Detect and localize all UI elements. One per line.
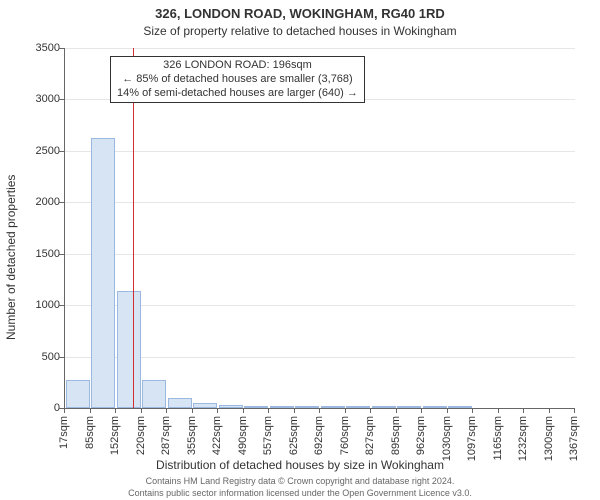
histogram-bar — [219, 405, 243, 408]
y-tick-label: 2500 — [10, 145, 60, 157]
y-tick-mark — [59, 151, 64, 152]
x-tick-mark — [192, 408, 193, 413]
y-tick-label: 0 — [10, 402, 60, 414]
histogram-bar — [372, 406, 396, 408]
x-axis-label: Distribution of detached houses by size … — [0, 458, 600, 472]
grid-line — [65, 357, 575, 358]
histogram-bar — [295, 406, 319, 408]
caption-copyright: Contains HM Land Registry data © Crown c… — [0, 476, 600, 486]
histogram-bar — [448, 406, 472, 408]
histogram-bar — [397, 406, 421, 408]
histogram-bar — [346, 406, 370, 408]
y-tick-mark — [59, 305, 64, 306]
y-tick-mark — [59, 357, 64, 358]
x-tick-label: 152sqm — [109, 416, 121, 455]
x-tick-label: 625sqm — [288, 416, 300, 455]
page-title-line2: Size of property relative to detached ho… — [0, 24, 600, 38]
caption-licence: Contains public sector information licen… — [0, 488, 600, 498]
grid-line — [65, 151, 575, 152]
histogram-bar — [423, 406, 447, 408]
x-tick-label: 1165sqm — [492, 416, 504, 460]
x-tick-mark — [498, 408, 499, 413]
histogram-bar — [66, 380, 90, 408]
x-tick-mark — [472, 408, 473, 413]
y-tick-label: 3500 — [10, 42, 60, 54]
x-tick-mark — [523, 408, 524, 413]
x-tick-mark — [549, 408, 550, 413]
grid-line — [65, 48, 575, 49]
histogram-bar — [168, 398, 192, 408]
y-tick-label: 1000 — [10, 299, 60, 311]
x-tick-label: 355sqm — [186, 416, 198, 455]
x-tick-mark — [243, 408, 244, 413]
x-tick-label: 220sqm — [135, 416, 147, 455]
y-tick-label: 3000 — [10, 93, 60, 105]
x-tick-label: 692sqm — [313, 416, 325, 455]
histogram-bar — [142, 380, 166, 408]
x-tick-mark — [345, 408, 346, 413]
histogram-bar — [270, 406, 294, 408]
x-tick-label: 1300sqm — [543, 416, 555, 461]
property-info-box: 326 LONDON ROAD: 196sqm ← 85% of detache… — [110, 56, 365, 103]
y-tick-mark — [59, 99, 64, 100]
y-tick-label: 2000 — [10, 196, 60, 208]
x-tick-mark — [421, 408, 422, 413]
x-tick-label: 1367sqm — [568, 416, 580, 461]
x-tick-label: 85sqm — [84, 416, 96, 449]
x-tick-mark — [64, 408, 65, 413]
y-tick-label: 1500 — [10, 248, 60, 260]
x-tick-mark — [268, 408, 269, 413]
x-tick-label: 760sqm — [339, 416, 351, 455]
y-tick-mark — [59, 202, 64, 203]
histogram-bar — [193, 403, 217, 408]
x-tick-label: 490sqm — [237, 416, 249, 455]
x-tick-mark — [141, 408, 142, 413]
x-tick-label: 895sqm — [390, 416, 402, 455]
x-tick-label: 1232sqm — [517, 416, 529, 461]
x-tick-label: 17sqm — [58, 416, 70, 449]
y-tick-label: 500 — [10, 351, 60, 363]
x-tick-label: 962sqm — [415, 416, 427, 455]
infobox-line2: ← 85% of detached houses are smaller (3,… — [117, 73, 358, 87]
x-tick-label: 1097sqm — [466, 416, 478, 461]
x-tick-label: 557sqm — [262, 416, 274, 455]
x-tick-mark — [166, 408, 167, 413]
x-tick-mark — [294, 408, 295, 413]
y-tick-mark — [59, 254, 64, 255]
grid-line — [65, 202, 575, 203]
x-tick-mark — [319, 408, 320, 413]
x-tick-label: 287sqm — [160, 416, 172, 455]
grid-line — [65, 254, 575, 255]
x-tick-mark — [217, 408, 218, 413]
x-tick-mark — [447, 408, 448, 413]
x-tick-label: 827sqm — [364, 416, 376, 455]
histogram-bar — [244, 406, 268, 408]
x-tick-label: 422sqm — [211, 416, 223, 455]
histogram-bar — [91, 138, 115, 409]
infobox-line1: 326 LONDON ROAD: 196sqm — [117, 59, 358, 73]
x-tick-label: 1030sqm — [441, 416, 453, 461]
grid-line — [65, 305, 575, 306]
infobox-line3: 14% of semi-detached houses are larger (… — [117, 87, 358, 101]
page-title-line1: 326, LONDON ROAD, WOKINGHAM, RG40 1RD — [0, 6, 600, 21]
x-tick-mark — [370, 408, 371, 413]
x-tick-mark — [574, 408, 575, 413]
y-tick-mark — [59, 48, 64, 49]
x-tick-mark — [90, 408, 91, 413]
histogram-bar — [117, 291, 141, 408]
x-tick-mark — [115, 408, 116, 413]
x-tick-mark — [396, 408, 397, 413]
histogram-bar — [321, 406, 345, 408]
